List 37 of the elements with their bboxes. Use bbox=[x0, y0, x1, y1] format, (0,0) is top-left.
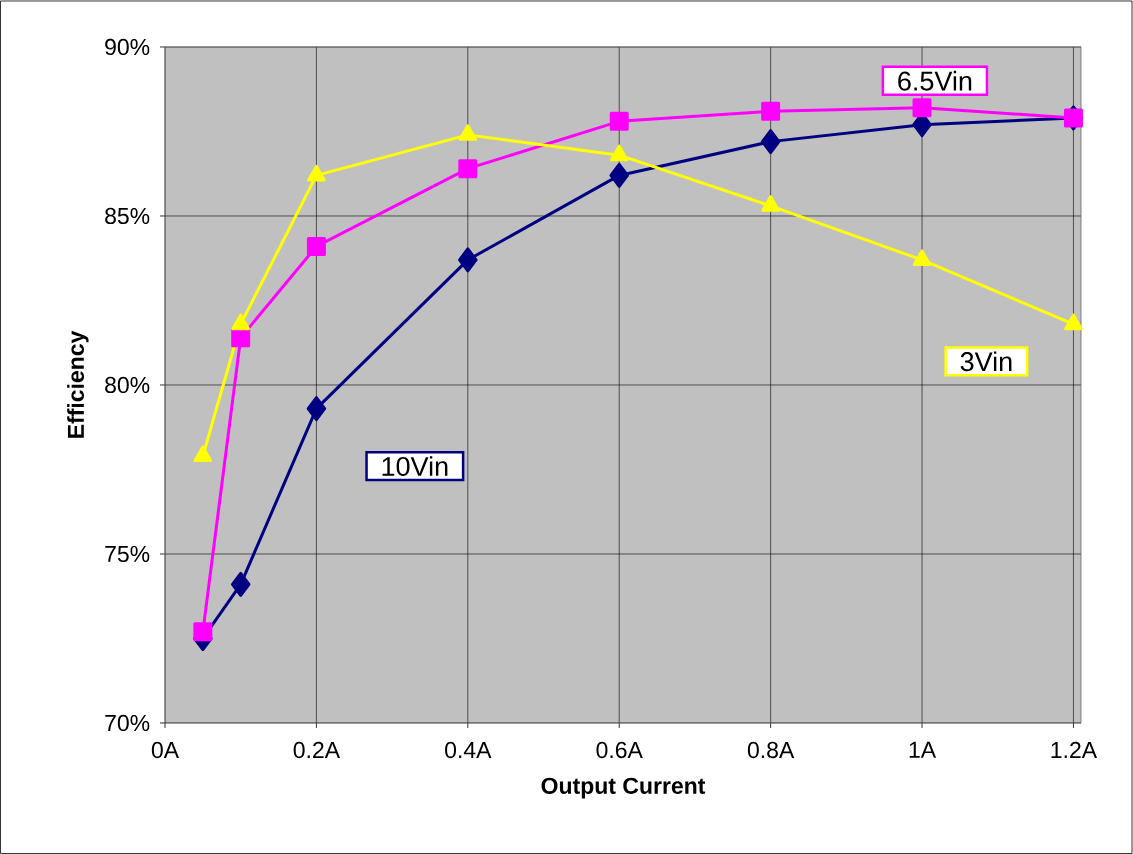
point bbox=[230, 571, 251, 597]
point bbox=[761, 101, 781, 121]
text: 10Vin bbox=[382, 456, 448, 477]
point bbox=[609, 162, 629, 188]
point bbox=[761, 195, 780, 212]
point bbox=[609, 111, 629, 131]
x-tick-label: 0.8A bbox=[747, 741, 795, 759]
point bbox=[307, 164, 326, 182]
point bbox=[306, 396, 327, 422]
point bbox=[1064, 313, 1083, 331]
y-tick-label: 70% bbox=[105, 714, 150, 732]
x-tick-label: 0.2A bbox=[293, 741, 341, 759]
series-label: 6.5Vin bbox=[898, 70, 972, 91]
x-tick-label: 1A bbox=[909, 741, 937, 758]
point bbox=[193, 445, 213, 462]
x-axis-title: Output Current bbox=[541, 777, 706, 799]
point bbox=[912, 249, 932, 266]
point bbox=[458, 247, 478, 273]
point bbox=[458, 124, 478, 141]
y-tick-label: 80% bbox=[105, 376, 150, 394]
point bbox=[609, 144, 629, 162]
point bbox=[231, 313, 250, 331]
x-tick-label: 0A bbox=[151, 741, 180, 759]
point bbox=[306, 236, 326, 256]
y-axis-title: Efficiency bbox=[67, 330, 89, 438]
series-label: 3Vin bbox=[960, 351, 1012, 372]
point bbox=[912, 98, 932, 118]
y-tick-label: 90% bbox=[105, 38, 150, 56]
point bbox=[760, 129, 781, 155]
point bbox=[231, 328, 251, 348]
point bbox=[193, 622, 213, 642]
y-tick-label: 75% bbox=[105, 545, 150, 563]
x-tick-label: 0.4A bbox=[445, 741, 492, 759]
point bbox=[458, 159, 478, 179]
y-tick-label: 85% bbox=[105, 207, 150, 225]
x-tick-label: 0.6A bbox=[596, 741, 643, 759]
x-tick-label: 1.2A bbox=[1051, 741, 1098, 758]
